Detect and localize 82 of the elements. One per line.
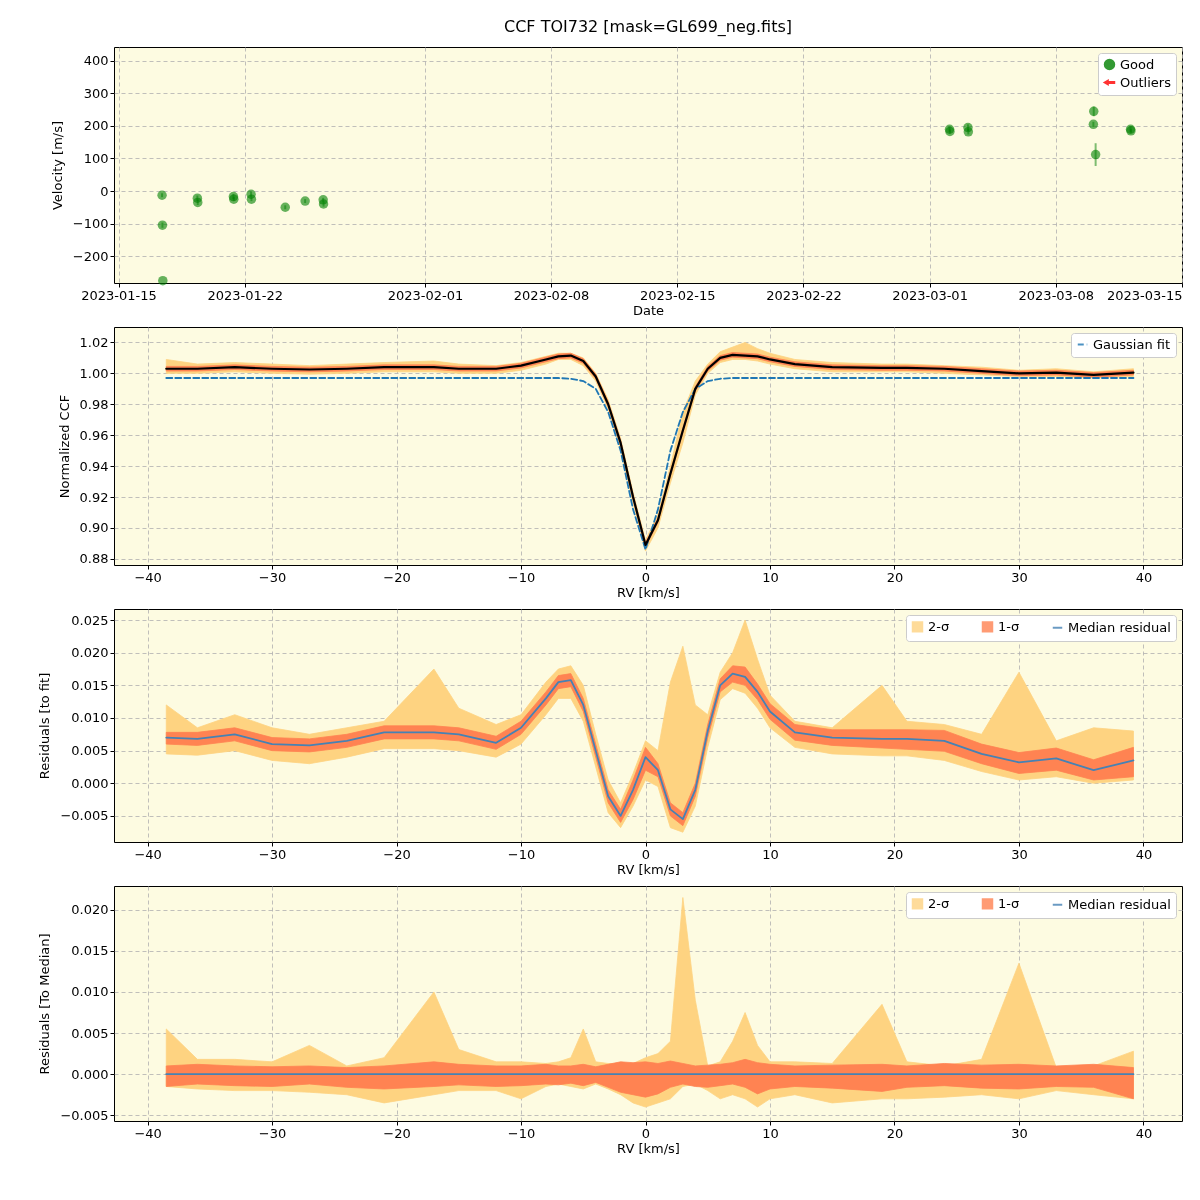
x-tick-label: −40 bbox=[134, 569, 162, 585]
x-tick-label: −30 bbox=[258, 1125, 287, 1141]
y-tick-label: 0.94 bbox=[79, 458, 109, 474]
y-tick-label: −100 bbox=[72, 216, 109, 232]
y-tick-label: −0.005 bbox=[60, 808, 109, 824]
y-axis-title: Residuals [to fit] bbox=[37, 672, 53, 780]
x-axis-title: Date bbox=[632, 302, 665, 318]
y-tick-label: 0 bbox=[100, 183, 109, 199]
y-tick-label: 0.020 bbox=[71, 902, 109, 918]
x-tick-label: −20 bbox=[383, 846, 411, 862]
y-tick-label: 0.020 bbox=[71, 645, 109, 661]
x-tick-label: 20 bbox=[886, 569, 904, 585]
x-tick-label: 0 bbox=[641, 569, 651, 585]
y-tick-label: −200 bbox=[72, 248, 109, 264]
legend-label: Good bbox=[1120, 56, 1155, 72]
x-tick-label: 40 bbox=[1135, 846, 1153, 862]
x-tick-label: 30 bbox=[1011, 846, 1028, 862]
y-tick-label: −0.005 bbox=[60, 1107, 109, 1123]
y-tick-label: 400 bbox=[83, 53, 109, 69]
y-tick-label: 0.88 bbox=[79, 551, 109, 567]
y-tick-label: 0.010 bbox=[71, 710, 109, 726]
legend-label: Median residual bbox=[1068, 619, 1171, 635]
legend-label: Median residual bbox=[1068, 896, 1171, 912]
chart-title: CCF TOI732 [mask=GL699_neg.fits] bbox=[504, 16, 792, 37]
y-tick-label: 0.015 bbox=[71, 943, 109, 959]
y-tick-label: 0.025 bbox=[71, 612, 109, 628]
legend-label: Outliers bbox=[1120, 74, 1172, 90]
x-axis-title: RV [km/s] bbox=[617, 1140, 680, 1156]
y-tick-label: 0.005 bbox=[71, 1025, 109, 1041]
legend-label: Gaussian fit bbox=[1093, 336, 1171, 352]
x-axis-title: RV [km/s] bbox=[617, 584, 680, 600]
y-tick-label: 100 bbox=[83, 151, 109, 166]
x-tick-label: −10 bbox=[507, 1125, 536, 1141]
x-tick-label: −40 bbox=[134, 846, 162, 862]
legend-label: 1-σ bbox=[998, 618, 1020, 634]
x-tick-label: −10 bbox=[507, 846, 536, 862]
y-tick-label: 0.98 bbox=[79, 396, 109, 412]
y-tick-label: 300 bbox=[83, 85, 109, 101]
x-tick-label: −10 bbox=[507, 569, 536, 585]
x-tick-label: 2023-03-01 bbox=[892, 287, 968, 303]
x-tick-label: 2023-02-08 bbox=[513, 287, 590, 303]
y-tick-label: 0.92 bbox=[79, 489, 109, 505]
y-tick-label: 0.015 bbox=[71, 677, 109, 693]
x-tick-label: −30 bbox=[258, 569, 287, 585]
y-tick-label: 1.02 bbox=[79, 334, 109, 350]
x-tick-label: −40 bbox=[134, 1125, 162, 1141]
y-tick-label: 0.000 bbox=[71, 1066, 109, 1082]
x-tick-label: 20 bbox=[886, 846, 904, 862]
legend-label: 1-σ bbox=[998, 895, 1020, 911]
x-tick-label: 2023-03-08 bbox=[1018, 287, 1095, 303]
legend-label: 2-σ bbox=[928, 895, 950, 911]
x-tick-label: 2023-02-15 bbox=[640, 287, 716, 303]
legend-label: 2-σ bbox=[928, 618, 950, 634]
y-axis-title: Residuals [To Median] bbox=[37, 933, 53, 1075]
x-tick-label: 20 bbox=[886, 1125, 904, 1141]
y-tick-label: 0.010 bbox=[71, 984, 109, 1000]
y-tick-label: 0.90 bbox=[79, 520, 109, 536]
x-tick-label: 10 bbox=[762, 569, 779, 585]
x-tick-label: −20 bbox=[383, 1125, 411, 1141]
y-tick-label: 0.96 bbox=[79, 427, 109, 443]
y-axis-title: Normalized CCF bbox=[56, 394, 72, 499]
x-axis-title: RV [km/s] bbox=[617, 861, 680, 877]
x-tick-label: −30 bbox=[258, 846, 287, 862]
x-tick-label: 2023-02-22 bbox=[766, 287, 842, 303]
y-tick-label: 0.000 bbox=[71, 775, 109, 791]
y-tick-label: 1.00 bbox=[79, 365, 109, 381]
x-tick-label: 10 bbox=[762, 846, 779, 862]
x-tick-label: 0 bbox=[641, 846, 651, 862]
x-tick-label: 30 bbox=[1011, 569, 1028, 585]
x-tick-label: 0 bbox=[641, 1125, 651, 1141]
x-tick-label: 40 bbox=[1135, 1125, 1153, 1141]
x-tick-label: 2023-01-22 bbox=[207, 287, 283, 303]
x-tick-label: 2023-03-15 bbox=[1106, 287, 1183, 303]
x-tick-label: −20 bbox=[383, 569, 411, 585]
x-tick-label: 2023-02-01 bbox=[387, 287, 464, 303]
y-tick-label: 0.005 bbox=[71, 743, 109, 759]
x-tick-label: 30 bbox=[1011, 1125, 1028, 1141]
x-tick-label: 2023-01-15 bbox=[81, 287, 157, 303]
y-axis-title: Velocity [m/s] bbox=[49, 120, 65, 211]
x-tick-label: 40 bbox=[1135, 569, 1153, 585]
y-tick-label: 200 bbox=[83, 118, 109, 134]
x-tick-label: 10 bbox=[762, 1125, 779, 1141]
